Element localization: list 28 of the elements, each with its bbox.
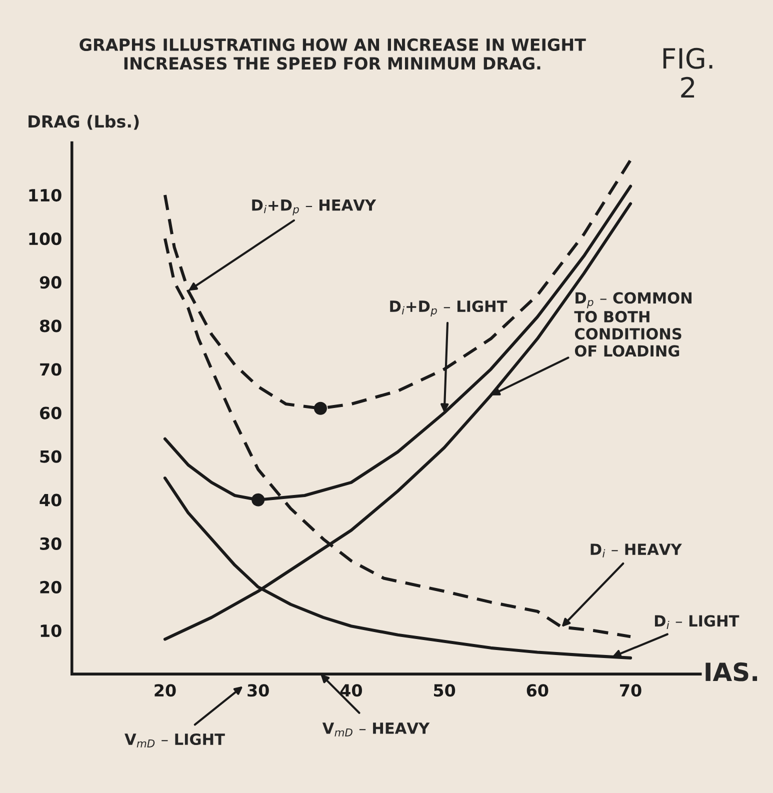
annotation: D$_{i}$+D$_{p}$ – LIGHT — [390, 300, 508, 317]
y-tick-label: 110 — [29, 188, 62, 202]
y-tick-label: 30 — [40, 537, 62, 550]
text: V$_{mD}$ – LIGHT — [124, 733, 225, 748]
y-tick-label: 70 — [40, 363, 62, 376]
y-tick-label: 80 — [40, 320, 62, 332]
annotation: D$_{p}$ – COMMON TO BOTH CONDITIONS OF LOADING — [574, 292, 692, 357]
annotation: D$_{i}$+D$_{p}$ – HEAVY — [252, 200, 376, 216]
x-tick-label: 30 — [248, 684, 269, 697]
x-tick-label: 60 — [526, 684, 548, 697]
chart-title: GRAPHS ILLUSTRATING HOW AN INCREASE IN WEIGHT INCREASES THE SPEED FOR MINIMUM DRAG. — [80, 38, 586, 70]
y-tick-label: 40 — [40, 494, 62, 506]
y-tick-label: 100 — [29, 232, 62, 246]
text: V$_{mD}$ – HEAVY — [322, 722, 430, 736]
x-tick-label: 50 — [434, 684, 456, 697]
x-tick-label: 40 — [340, 684, 362, 697]
y-tick-label: 20 — [40, 580, 62, 594]
x-tick-label: 20 — [154, 684, 176, 697]
annotation: D$_{i}$ – LIGHT — [654, 615, 740, 629]
y-tick-label: 10 — [40, 624, 62, 638]
x-tick-label: 70 — [620, 684, 642, 697]
y-tick-label: 60 — [40, 406, 62, 420]
caption: FIG. 2 — [663, 48, 712, 98]
x-axis-title: IAS. — [706, 662, 758, 682]
y-tick-label: 50 — [40, 450, 62, 463]
y-axis-title: DRAG (Lbs.) — [28, 114, 139, 130]
annotation: D$_{i}$ – HEAVY — [590, 544, 682, 558]
y-tick-label: 90 — [40, 276, 62, 289]
